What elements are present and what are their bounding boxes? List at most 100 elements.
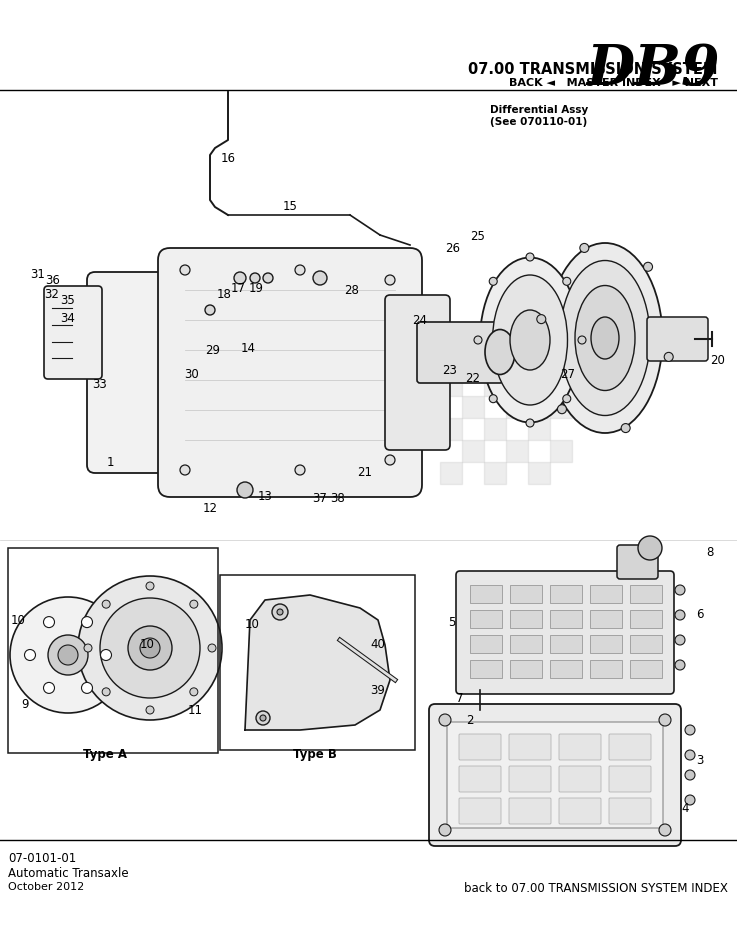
- Text: 15: 15: [282, 199, 298, 212]
- Ellipse shape: [492, 275, 567, 405]
- Text: 36: 36: [46, 273, 60, 286]
- Circle shape: [84, 644, 92, 652]
- Bar: [630, 610, 662, 628]
- Text: 17: 17: [231, 282, 245, 295]
- Text: 38: 38: [331, 491, 346, 504]
- Text: 39: 39: [371, 683, 385, 696]
- Bar: [506, 440, 528, 462]
- Text: 8: 8: [706, 545, 713, 558]
- Circle shape: [295, 265, 305, 275]
- Circle shape: [675, 660, 685, 670]
- Circle shape: [102, 600, 110, 608]
- Ellipse shape: [575, 286, 635, 390]
- Circle shape: [24, 650, 35, 661]
- FancyBboxPatch shape: [559, 734, 601, 760]
- Circle shape: [685, 750, 695, 760]
- Circle shape: [638, 536, 662, 560]
- Bar: [528, 462, 550, 484]
- Circle shape: [205, 305, 215, 315]
- Bar: [440, 374, 462, 396]
- FancyBboxPatch shape: [559, 798, 601, 824]
- Circle shape: [489, 395, 497, 402]
- Bar: [470, 610, 502, 628]
- Bar: [506, 352, 528, 374]
- Bar: [550, 635, 582, 653]
- Bar: [220, 575, 415, 750]
- Circle shape: [43, 682, 55, 693]
- Bar: [550, 585, 582, 603]
- Bar: [510, 635, 542, 653]
- Circle shape: [474, 336, 482, 344]
- Ellipse shape: [560, 260, 650, 415]
- Text: c a r   p a r t s: c a r p a r t s: [208, 416, 412, 444]
- FancyBboxPatch shape: [417, 322, 503, 383]
- Text: 29: 29: [206, 344, 220, 357]
- Circle shape: [557, 405, 567, 413]
- Text: 2: 2: [467, 714, 474, 727]
- Ellipse shape: [548, 243, 663, 433]
- Circle shape: [100, 598, 200, 698]
- Circle shape: [578, 336, 586, 344]
- Bar: [470, 660, 502, 678]
- Bar: [550, 660, 582, 678]
- Text: Differential Assy
(See 070110-01): Differential Assy (See 070110-01): [490, 105, 588, 127]
- Text: October 2012: October 2012: [8, 882, 84, 892]
- Circle shape: [82, 616, 93, 628]
- Circle shape: [563, 395, 570, 402]
- Bar: [590, 635, 622, 653]
- Circle shape: [537, 314, 546, 324]
- Text: 1: 1: [106, 455, 113, 468]
- Polygon shape: [245, 595, 390, 730]
- FancyBboxPatch shape: [509, 798, 551, 824]
- Text: 10: 10: [139, 639, 155, 652]
- Ellipse shape: [480, 258, 580, 423]
- Text: 31: 31: [30, 269, 46, 282]
- Text: 4: 4: [681, 802, 689, 815]
- Circle shape: [190, 688, 198, 696]
- Bar: [528, 418, 550, 440]
- Bar: [484, 330, 506, 352]
- Bar: [590, 585, 622, 603]
- Text: 25: 25: [470, 230, 486, 243]
- Text: 40: 40: [371, 639, 385, 652]
- Text: 6: 6: [696, 607, 704, 620]
- Circle shape: [260, 715, 266, 721]
- Circle shape: [128, 626, 172, 670]
- Circle shape: [190, 600, 198, 608]
- Bar: [470, 585, 502, 603]
- Circle shape: [140, 638, 160, 658]
- Circle shape: [675, 610, 685, 620]
- Bar: [528, 330, 550, 352]
- Bar: [462, 440, 484, 462]
- Circle shape: [563, 277, 570, 286]
- Circle shape: [664, 352, 673, 362]
- Text: 11: 11: [187, 704, 203, 717]
- Text: DB9: DB9: [587, 42, 720, 97]
- Circle shape: [100, 650, 111, 661]
- FancyBboxPatch shape: [609, 766, 651, 792]
- Circle shape: [82, 682, 93, 693]
- Circle shape: [659, 714, 671, 726]
- Text: 12: 12: [203, 502, 217, 514]
- Text: 33: 33: [93, 378, 108, 391]
- Circle shape: [313, 271, 327, 285]
- Circle shape: [208, 644, 216, 652]
- Text: 18: 18: [217, 288, 231, 301]
- Text: 21: 21: [357, 465, 372, 478]
- Text: BACK ◄   MASTER INDEX   ► NEXT: BACK ◄ MASTER INDEX ► NEXT: [509, 78, 718, 88]
- Bar: [440, 418, 462, 440]
- Text: 22: 22: [466, 372, 481, 385]
- Bar: [550, 396, 572, 418]
- Text: 30: 30: [185, 369, 200, 382]
- FancyBboxPatch shape: [509, 766, 551, 792]
- FancyBboxPatch shape: [459, 766, 501, 792]
- Bar: [470, 635, 502, 653]
- Circle shape: [277, 609, 283, 615]
- Circle shape: [439, 714, 451, 726]
- Circle shape: [643, 262, 652, 272]
- Bar: [8, 548, 218, 753]
- FancyBboxPatch shape: [609, 734, 651, 760]
- Bar: [550, 440, 572, 462]
- Text: 14: 14: [240, 341, 256, 354]
- Circle shape: [43, 616, 55, 628]
